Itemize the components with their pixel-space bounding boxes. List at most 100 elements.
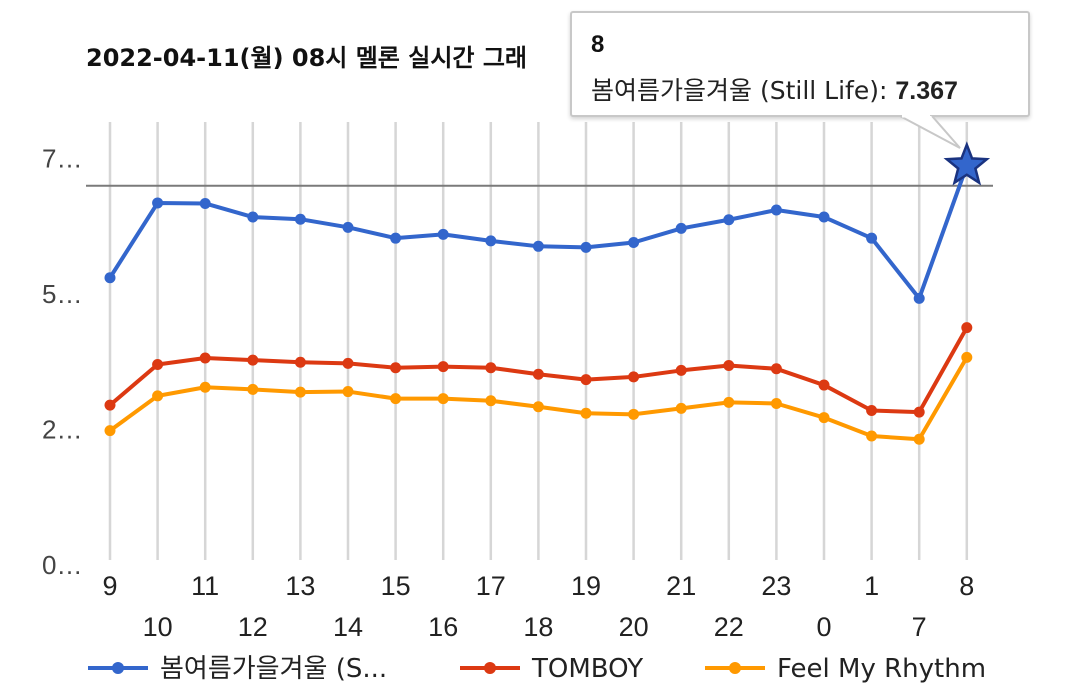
y-tick-label: 0… [42,550,82,580]
x-tick-label: 20 [619,612,649,642]
data-point[interactable] [818,211,830,223]
data-point[interactable] [437,393,449,405]
data-point[interactable] [818,412,830,424]
data-point[interactable] [104,272,116,284]
data-point[interactable] [199,197,211,209]
data-point[interactable] [152,197,164,209]
data-point[interactable] [104,425,116,437]
data-point[interactable] [532,401,544,413]
x-tick-label: 16 [428,612,458,642]
data-point[interactable] [961,322,973,334]
x-tick-label: 11 [191,571,219,601]
x-tick-label: 12 [238,612,268,642]
x-tick-label: 18 [523,612,553,642]
grid-lines [86,122,993,560]
data-point[interactable] [913,292,925,304]
tooltip-line: 봄여름가을겨울 (Still Life): 7.367 [591,71,958,107]
data-point[interactable] [247,354,259,366]
data-point[interactable] [390,393,402,405]
data-point[interactable] [104,399,116,411]
data-point[interactable] [390,232,402,244]
data-point[interactable] [247,383,259,395]
x-tick-label: 21 [666,571,696,601]
y-tick-label: 7… [42,144,82,174]
data-point[interactable] [628,237,640,249]
data-point[interactable] [485,362,497,374]
series-0 [104,165,969,304]
x-tick-label: 0 [816,612,831,642]
y-tick-label: 2… [42,415,82,445]
data-point[interactable] [723,214,735,226]
chart-title: 2022-04-11(월) 08시 멜론 실시간 그래 [86,44,527,72]
legend-marker [729,662,741,674]
data-point[interactable] [675,364,687,376]
data-point[interactable] [866,430,878,442]
data-point[interactable] [294,386,306,398]
data-point[interactable] [866,405,878,417]
data-point[interactable] [770,397,782,409]
data-point[interactable] [485,395,497,407]
data-point[interactable] [628,371,640,383]
legend-marker [112,662,124,674]
x-tick-label: 8 [959,571,974,601]
x-tick-label: 15 [381,571,411,601]
data-point[interactable] [913,406,925,418]
data-point[interactable] [485,235,497,247]
data-point[interactable] [342,357,354,369]
series-2 [104,351,973,445]
data-point[interactable] [675,222,687,234]
series-1 [104,322,973,418]
data-point[interactable] [580,407,592,419]
data-point[interactable] [342,386,354,398]
legend-label: TOMBOY [531,654,643,684]
x-tick-label: 13 [285,571,315,601]
legend-label: Feel My Rhythm [777,654,986,684]
y-tick-label: 5… [42,279,82,309]
legend-item[interactable]: 봄여름가을겨울 (S... [88,654,387,684]
x-tick-label: 7 [912,612,927,642]
x-tick-label: 9 [102,571,117,601]
legend-marker [484,662,496,674]
data-point[interactable] [152,358,164,370]
y-axis-tick-labels: 0… 2… 5… 7… [42,144,82,581]
data-point[interactable] [437,228,449,240]
tooltip-value: 7.367 [895,77,958,105]
legend-item[interactable]: TOMBOY [460,654,643,684]
data-point[interactable] [390,362,402,374]
data-point[interactable] [580,241,592,253]
data-point[interactable] [913,433,925,445]
data-point[interactable] [723,396,735,408]
x-tick-label: 10 [143,612,173,642]
x-tick-label: 22 [714,612,744,642]
data-point[interactable] [961,351,973,363]
series-lines [104,141,991,445]
x-tick-label: 23 [761,571,791,601]
data-point[interactable] [294,213,306,225]
data-point[interactable] [437,361,449,373]
data-point[interactable] [580,374,592,386]
legend-label: 봄여름가을겨울 (S... [160,654,387,684]
data-point[interactable] [532,368,544,380]
legend-item[interactable]: Feel My Rhythm [705,654,986,684]
data-point[interactable] [770,363,782,375]
data-point[interactable] [342,221,354,233]
data-point[interactable] [294,356,306,368]
data-point[interactable] [532,240,544,252]
tooltip-series-name: 봄여름가을겨울 (Still Life): [591,76,888,105]
data-point[interactable] [723,360,735,372]
data-point[interactable] [770,204,782,216]
legend: 봄여름가을겨울 (S... TOMBOY Feel My Rhythm [88,654,986,684]
data-point[interactable] [199,352,211,364]
highlighted-point[interactable] [943,141,991,186]
data-point[interactable] [818,379,830,391]
data-point[interactable] [152,390,164,402]
data-point[interactable] [675,402,687,414]
data-point[interactable] [866,232,878,244]
data-point[interactable] [247,211,259,223]
x-tick-label: 17 [476,571,506,601]
data-point[interactable] [628,408,640,420]
tooltip: 8 봄여름가을겨울 (Still Life): 7.367 [570,11,1030,117]
data-point[interactable] [199,381,211,393]
